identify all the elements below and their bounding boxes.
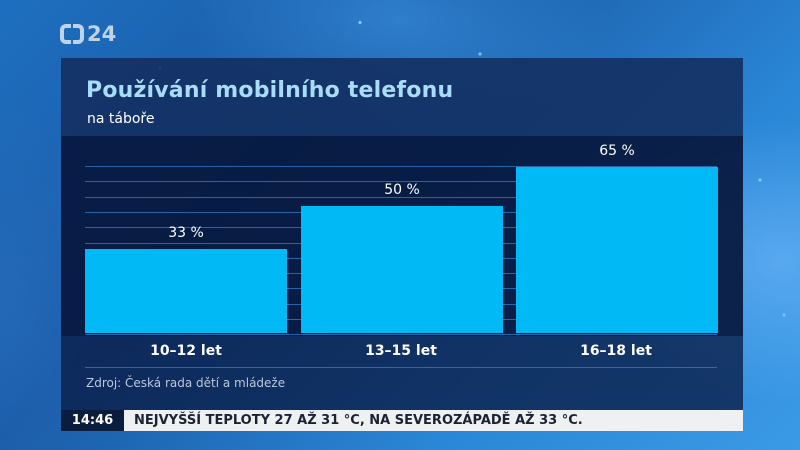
- channel-logo: 24: [60, 22, 116, 46]
- gridline: [85, 166, 717, 167]
- bar: [301, 206, 503, 333]
- source-note: Zdroj: Česká rada dětí a mládeže: [86, 376, 286, 390]
- category-label: 13–15 let: [365, 343, 437, 359]
- bar-value-label: 65 %: [599, 143, 635, 159]
- divider: [85, 367, 717, 368]
- channel-number: 24: [87, 22, 117, 46]
- bar-value-label: 33 %: [168, 225, 204, 241]
- ticker-headline: NEJVYŠŠÍ TEPLOTY 27 AŽ 31 °C, NA SEVEROZ…: [124, 410, 743, 431]
- ct-logo-icon: [60, 24, 84, 44]
- chart-title: Používání mobilního telefonu: [86, 78, 454, 103]
- ticker-time: 14:46: [61, 410, 124, 431]
- category-label: 10–12 let: [150, 343, 222, 359]
- bar: [516, 167, 718, 333]
- news-ticker: 14:46 NEJVYŠŠÍ TEPLOTY 27 AŽ 31 °C, NA S…: [61, 410, 743, 431]
- bar-value-label: 50 %: [384, 182, 420, 198]
- gridline: [85, 334, 717, 336]
- gridline: [85, 196, 717, 198]
- bar: [85, 249, 287, 333]
- category-label: 16–18 let: [580, 343, 652, 359]
- chart-header: [61, 58, 743, 136]
- chart-subtitle: na táboře: [87, 111, 155, 127]
- chart-plot-area: 33 % 50 % 65 %: [61, 136, 743, 336]
- chart-panel: Používání mobilního telefonu na táboře 3…: [61, 58, 743, 410]
- gridline: [85, 181, 717, 183]
